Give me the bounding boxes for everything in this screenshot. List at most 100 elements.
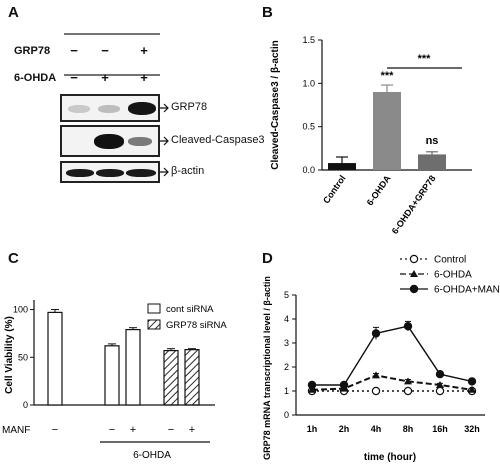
blot-arrows [160,103,169,177]
x-axis-label: time (hour) [364,452,416,463]
bar [328,163,356,170]
x-tick-label: Control [321,173,348,205]
data-point [371,329,381,338]
blot-sign: − [101,43,109,58]
y-tick-label: 1.0 [302,78,315,88]
y-axis-label: Cell Viability (%) [4,316,15,394]
y-tick-label: 1 [284,386,289,396]
legend-swatch [147,303,161,314]
bar [184,349,200,406]
y-axis-label: Cleaved-Caspase3 / β-actin [270,40,281,170]
y-tick-label: 1.5 [302,35,315,45]
legend-label: GRP78 siRNA [166,320,227,331]
x-tick-label: 6-OHDA+GRP78 [390,173,438,235]
x-tick-label: 1h [307,424,318,434]
blot-grp78 [60,94,160,122]
y-tick-label: 0.0 [302,165,315,175]
band-label-actin: β-actin [171,165,205,177]
y-tick-label: 0.5 [302,122,315,132]
blot-sign: − [70,43,78,58]
data-point [307,380,317,390]
y-tick-label: 3 [284,338,289,348]
y-tick-label: 0 [284,410,289,420]
y-tick-label: 2 [284,362,289,372]
manf-sign: − [52,424,58,436]
legend-label: 6-OHDA+MANF [434,285,500,296]
band-label-caspase3: Cleaved-Caspase3 [171,134,265,146]
blot-row-6ohda-label: 6-OHDA [14,72,57,84]
data-point [403,386,413,396]
band [128,102,156,115]
series-line [311,374,473,391]
legend-label: Control [434,255,466,266]
panel-a-label: A [8,4,19,21]
data-point [467,377,477,386]
panel-b-label: B [262,4,273,21]
panel-c-label: C [8,250,19,267]
legend-marker [409,254,419,264]
manf-sign: − [109,424,115,436]
data-point [372,371,380,379]
bar [47,311,63,406]
blot-sign: + [101,70,109,85]
blot-actin [60,161,160,183]
group-label: 6-OHDA [133,450,171,461]
significance-label: ns [426,135,439,147]
series-line [312,325,473,386]
band [96,169,124,177]
x-tick-label: 32h [464,424,480,434]
data-point [403,321,413,331]
data-point [308,385,316,393]
legend-swatch [147,319,161,330]
blot-sign: − [70,70,78,85]
significance-label: *** [418,53,432,65]
bar [104,345,120,406]
data-point [371,386,381,396]
y-tick-label: 100 [13,305,28,315]
bar [125,328,141,406]
legend-label: cont siRNA [166,304,214,315]
chart-b: 0.0 0.5 1.0 1.5 Cleaved-Caspase3 / β-actin Co… [270,35,472,236]
legend-label: 6-OHDA [434,270,472,281]
blot-caspase3 [60,125,160,157]
bar [373,92,401,170]
x-tick-label: 2h [339,424,350,434]
band [128,137,152,146]
blot-sign: + [140,70,148,85]
chart-d: 0 1 2 3 4 5 1h 2h 4h 8h 16h 32h time (hour) GRP78 mRN… [262,254,500,464]
data-point [436,381,444,388]
manf-sign: + [189,424,195,436]
legend-marker [409,284,419,294]
band [66,169,94,177]
manf-sign: + [130,424,136,436]
legend-marker [410,270,418,277]
x-tick-label: 6-OHDA [365,173,393,207]
data-point [404,377,412,385]
y-tick-label: 4 [284,314,289,324]
y-tick-label: 50 [18,352,28,362]
band [94,134,124,149]
manf-label: MANF [2,425,30,436]
y-tick-label: 5 [284,290,289,300]
manf-sign: − [168,424,174,436]
data-point [435,369,445,379]
data-point [339,380,349,390]
data-point [435,386,445,396]
bar [163,349,179,406]
band-label-grp78: GRP78 [171,101,208,113]
blot-sign: + [140,43,148,58]
panel-d-label: D [262,250,273,267]
x-tick-label: 4h [371,424,382,434]
data-point [468,385,476,393]
significance-label: *** [381,70,395,82]
bar [418,154,446,170]
x-tick-label: 16h [432,424,448,434]
band [126,169,156,177]
x-tick-label: 8h [403,424,414,434]
band [98,105,120,113]
blot-lines [64,33,160,76]
y-tick-label: 0 [23,400,28,410]
y-axis-label: GRP78 mRNA transcriptional level / β-act… [262,276,272,460]
